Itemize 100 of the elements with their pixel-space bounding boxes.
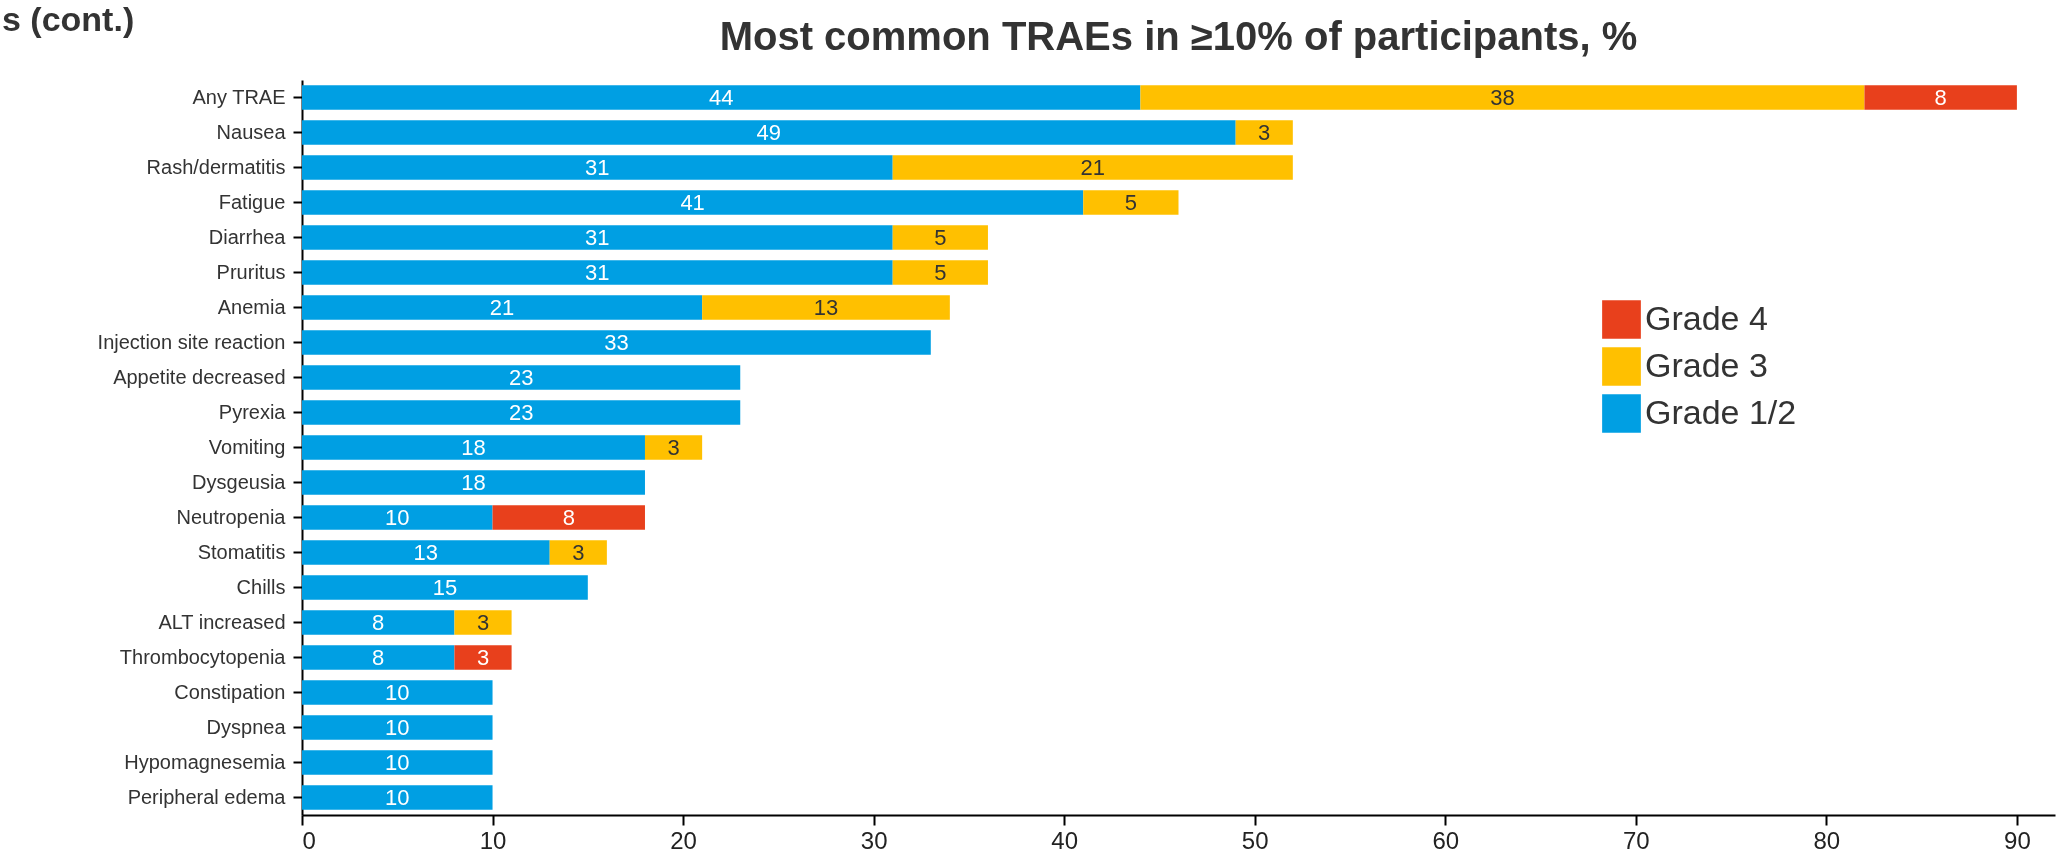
bar	[302, 680, 493, 705]
data-label: 38	[1490, 84, 1515, 110]
data-label: 41	[680, 189, 705, 215]
y-tick-label: Constipation	[174, 680, 286, 703]
bar	[302, 540, 550, 565]
bar	[302, 575, 588, 600]
data-label: 23	[508, 399, 534, 425]
data-label: 18	[461, 434, 486, 460]
legend-label: Grade 4	[1645, 298, 1768, 337]
bar	[454, 610, 512, 635]
data-label: 5	[934, 259, 947, 285]
bar	[549, 540, 607, 565]
bar	[1235, 120, 1293, 145]
data-label: 10	[385, 749, 410, 775]
data-label: 10	[385, 714, 410, 740]
y-tick-label: Chills	[236, 575, 286, 598]
data-label: 31	[585, 259, 610, 285]
bar	[302, 330, 931, 355]
y-tick-label: Vomiting	[208, 435, 286, 458]
y-tick-label: Dysgeusia	[192, 470, 287, 493]
data-label: 5	[1124, 189, 1137, 215]
bar	[454, 645, 512, 670]
bar	[302, 155, 893, 180]
y-tick-label: Nausea	[216, 120, 287, 143]
bar	[302, 260, 893, 285]
bar	[492, 505, 645, 530]
x-tick-label: 40	[1051, 826, 1079, 854]
data-label: 31	[585, 154, 610, 180]
y-tick-label: Appetite decreased	[113, 365, 286, 388]
y-tick-label: Peripheral edema	[127, 785, 287, 808]
bar	[302, 505, 493, 530]
data-label: 8	[1934, 84, 1947, 110]
y-tick-label: Diarrhea	[208, 225, 287, 248]
y-tick-label: Fatigue	[218, 190, 286, 213]
y-tick-label: Hypomagnesemia	[124, 750, 287, 773]
bar	[302, 365, 741, 390]
data-label: 15	[432, 574, 458, 600]
bar	[892, 155, 1293, 180]
x-tick-label: 50	[1241, 826, 1269, 854]
data-label: 3	[667, 434, 680, 460]
x-tick-label: 10	[479, 826, 507, 854]
legend-label: Grade 3	[1645, 345, 1768, 384]
bar	[302, 400, 741, 425]
bar	[892, 225, 988, 250]
data-label: 8	[372, 644, 385, 670]
chart-title: Most common TRAEs in ≥10% of participants, %	[719, 14, 1638, 58]
bar	[1140, 85, 1865, 110]
bar	[644, 435, 703, 460]
bar	[302, 750, 493, 775]
legend-label: Grade 1/2	[1645, 392, 1797, 431]
text: s (cont.)	[2, 0, 135, 39]
bar	[302, 435, 645, 460]
bar	[302, 645, 455, 670]
y-tick-label: Anemia	[217, 295, 287, 318]
data-label: 3	[572, 539, 585, 565]
y-tick-label: ALT increased	[158, 610, 286, 633]
bar	[302, 610, 455, 635]
bar	[302, 85, 1141, 110]
y-tick-label: Pyrexia	[218, 400, 287, 423]
data-label: 13	[413, 539, 439, 565]
bar	[302, 295, 703, 320]
data-label: 44	[708, 84, 734, 110]
data-label: 33	[604, 329, 629, 355]
x-tick-label: 20	[670, 826, 697, 854]
bar	[1864, 85, 2017, 110]
y-tick-label: Rash/dermatitis	[146, 155, 286, 178]
y-tick-label: Thrombocytopenia	[119, 645, 287, 668]
x-tick-label: 80	[1813, 826, 1841, 854]
data-label: 23	[508, 364, 534, 390]
x-tick-label: 0	[302, 826, 316, 854]
x-tick-label: 30	[860, 826, 888, 854]
x-tick-label: 90	[2004, 826, 2031, 854]
data-label: 3	[1258, 119, 1271, 145]
data-label: 3	[476, 609, 490, 635]
bar	[302, 120, 1236, 145]
bar	[302, 785, 493, 810]
bar	[302, 470, 645, 495]
data-label: 10	[385, 679, 410, 705]
data-label: 10	[385, 784, 410, 810]
bar	[302, 715, 493, 740]
data-label: 18	[461, 469, 486, 495]
data-label: 31	[585, 224, 610, 250]
bar	[302, 190, 1084, 215]
x-tick-label: 60	[1432, 826, 1460, 854]
data-label: 5	[934, 224, 947, 250]
data-label: 10	[385, 504, 410, 530]
x-tick-label: 70	[1622, 826, 1650, 854]
data-label: 8	[562, 504, 575, 530]
bar	[302, 225, 893, 250]
y-tick-label: Neutropenia	[176, 505, 287, 528]
y-tick-label: Injection site reaction	[97, 330, 286, 353]
y-tick-label: Any TRAE	[192, 85, 286, 108]
data-label: 8	[372, 609, 385, 635]
y-tick-label: Stomatitis	[197, 540, 286, 563]
bar	[702, 295, 950, 320]
data-label: 49	[756, 119, 782, 145]
bar	[892, 260, 988, 285]
data-label: 3	[476, 644, 490, 670]
bar	[1083, 190, 1179, 215]
data-label: 21	[489, 294, 515, 320]
